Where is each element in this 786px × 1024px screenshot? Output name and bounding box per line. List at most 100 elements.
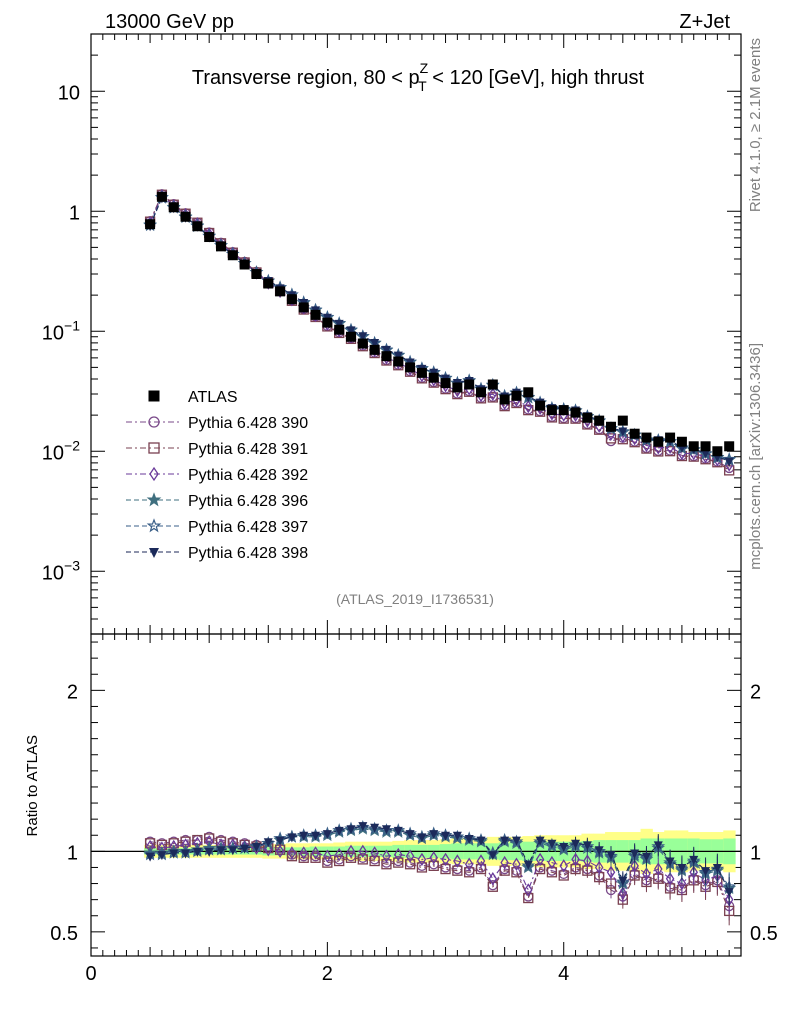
ratio-point (511, 867, 522, 878)
ratio-point (240, 844, 250, 854)
ratio-point (476, 854, 486, 868)
data-point (156, 191, 167, 202)
ratio-point (441, 852, 450, 867)
mc-point (523, 404, 534, 416)
ratio-point (169, 849, 179, 859)
ratio-point (665, 872, 675, 886)
data-point (239, 259, 250, 270)
ratio-point (323, 849, 332, 863)
data-point (700, 441, 711, 452)
data-point (487, 379, 498, 390)
ratio-y-tick-label: 2 (67, 681, 78, 703)
mc-line-ratio (150, 841, 730, 900)
ratio-point (416, 862, 428, 873)
ratio-point (394, 847, 403, 862)
ratio-point (452, 831, 462, 841)
ratio-point (689, 855, 699, 865)
mc-point (334, 319, 344, 329)
ratio-point (547, 839, 557, 849)
ratio-point (582, 841, 592, 851)
ratio-point (630, 849, 640, 859)
ratio-point (464, 857, 474, 871)
legend-label: Pythia 6.428 397 (188, 519, 308, 536)
data-point (286, 294, 297, 305)
ratio-point (535, 852, 545, 867)
ratio-point (346, 825, 356, 835)
mc-point (393, 351, 403, 361)
data-point (145, 219, 156, 230)
ratio-point (287, 833, 297, 843)
mc-point (370, 339, 380, 349)
data-point (369, 344, 380, 355)
ratio-point (429, 830, 439, 840)
x-tick-label: 0 (85, 963, 96, 985)
data-point (227, 250, 238, 261)
x-tick-label: 2 (322, 963, 333, 985)
data-point (606, 421, 616, 432)
ratio-point (358, 844, 368, 859)
ratio-point (464, 867, 475, 878)
data-point (192, 221, 203, 232)
ratio-point (311, 831, 321, 841)
ratio-point (428, 860, 439, 871)
ratio-point (275, 836, 285, 846)
mc-point (358, 332, 368, 342)
ratio-point (263, 838, 273, 848)
ratio-point (370, 846, 379, 860)
title-pre: Transverse region, 80 < p (192, 67, 420, 89)
ratio-point (618, 886, 628, 900)
mcplots-label: mcplots.cern.ch [arXiv:1306.3436] (747, 343, 764, 570)
ratio-point (500, 855, 509, 870)
ratio-y-tick-label: 1 (67, 842, 78, 864)
data-point (617, 415, 628, 426)
data-point (204, 232, 215, 243)
ratio-point (192, 847, 202, 857)
data-point (594, 415, 605, 426)
lower-frame (90, 633, 742, 957)
ratio-point (571, 852, 580, 867)
ratio-point (712, 863, 722, 873)
ratio-ylabel: Ratio to ATLAS (24, 735, 41, 836)
ratio-point (665, 857, 675, 867)
data-point (688, 441, 699, 452)
data-point (310, 309, 321, 320)
ratio-point (334, 847, 344, 862)
ratio-point (653, 841, 663, 851)
ratio-point (724, 888, 734, 898)
plot-title: Transverse region, 80 < pZ T < 120 [GeV],… (192, 60, 645, 94)
energy-label: 13000 GeV pp (105, 11, 234, 33)
data-point (275, 286, 286, 297)
ratio-point (322, 857, 333, 868)
ratio-point (512, 857, 521, 871)
data-point (440, 378, 451, 389)
data-point (464, 379, 475, 390)
ratio-point (654, 862, 663, 876)
data-point (629, 428, 640, 439)
ratio-point (511, 836, 521, 846)
ratio-point (523, 892, 534, 904)
data-point (251, 269, 262, 279)
ratio-point (417, 852, 427, 867)
upper-frame (90, 33, 742, 635)
ratio-point (606, 865, 616, 879)
data-point (570, 407, 581, 418)
title-sup: Z (420, 60, 429, 76)
y-tick-label: 10 (58, 82, 80, 104)
ratio-point (641, 852, 651, 862)
process-label: Z+Jet (679, 11, 730, 33)
ratio-point (417, 833, 427, 843)
data-point (641, 432, 652, 443)
legend-marker (146, 518, 162, 533)
upper-data-marks (143, 189, 737, 476)
ratio-point (370, 823, 380, 833)
ratio-point (630, 859, 639, 873)
ratio-y-tick-label-right: 0.5 (750, 923, 778, 945)
legend-label: Pythia 6.428 390 (188, 415, 308, 432)
y-tick-label: 10−1 (42, 317, 80, 344)
ratio-point (476, 836, 486, 846)
ratio-point (393, 857, 404, 868)
ratio-point (524, 883, 533, 897)
data-point (428, 372, 439, 383)
ratio-point (157, 851, 167, 861)
